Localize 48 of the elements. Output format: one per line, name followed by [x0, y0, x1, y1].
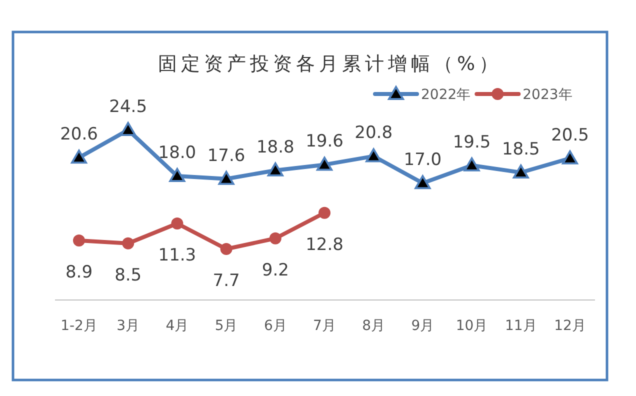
- data-label: 7.7: [212, 271, 240, 291]
- data-label: 8.5: [114, 265, 142, 286]
- point: [414, 175, 431, 190]
- point: [269, 232, 282, 244]
- point: [71, 150, 87, 164]
- data-label: 18.5: [502, 140, 540, 160]
- point: [220, 243, 232, 255]
- x-tick-label: 6月: [264, 318, 287, 334]
- point: [318, 206, 330, 219]
- x-tick-label: 12月: [554, 318, 586, 334]
- point: [267, 162, 284, 176]
- point: [366, 148, 382, 162]
- data-label: 19.6: [306, 132, 344, 152]
- data-label: 20.8: [354, 123, 393, 144]
- data-label: 19.5: [452, 132, 491, 152]
- point: [464, 157, 480, 172]
- data-label: 17.6: [207, 146, 246, 166]
- data-label: 9.2: [262, 260, 289, 280]
- x-tick-label: 8月: [362, 318, 386, 334]
- legend-label: 2022年: [421, 87, 471, 103]
- x-tick-label: 7月: [313, 318, 336, 334]
- point: [120, 122, 136, 136]
- data-label: 8.9: [65, 262, 93, 282]
- x-tick-label: 4月: [166, 318, 189, 334]
- x-tick-label: 5月: [214, 318, 238, 334]
- legend-label: 2023年: [522, 87, 572, 103]
- data-label: 11.3: [158, 246, 196, 266]
- chart-title: 固定资产投资各月累计增幅（%）: [158, 53, 502, 75]
- data-label: 18.8: [256, 137, 294, 158]
- x-tick-label: 1-2月: [60, 318, 98, 334]
- point: [122, 237, 134, 250]
- data-label: 17.0: [404, 150, 442, 170]
- point: [512, 164, 529, 178]
- x-tick-label: 9月: [411, 318, 434, 334]
- data-label: 24.5: [109, 97, 148, 117]
- point: [73, 234, 85, 246]
- point: [316, 156, 332, 171]
- data-label: 20.5: [551, 125, 589, 146]
- point: [169, 168, 186, 182]
- x-tick-label: 11月: [504, 318, 537, 334]
- point: [171, 218, 184, 230]
- x-tick-label: 10月: [456, 318, 488, 334]
- data-label: 12.8: [306, 234, 344, 255]
- point: [562, 150, 578, 164]
- data-label: 20.6: [60, 124, 98, 145]
- point: [218, 170, 234, 185]
- data-label: 18.0: [158, 143, 196, 164]
- x-tick-label: 3月: [116, 318, 140, 334]
